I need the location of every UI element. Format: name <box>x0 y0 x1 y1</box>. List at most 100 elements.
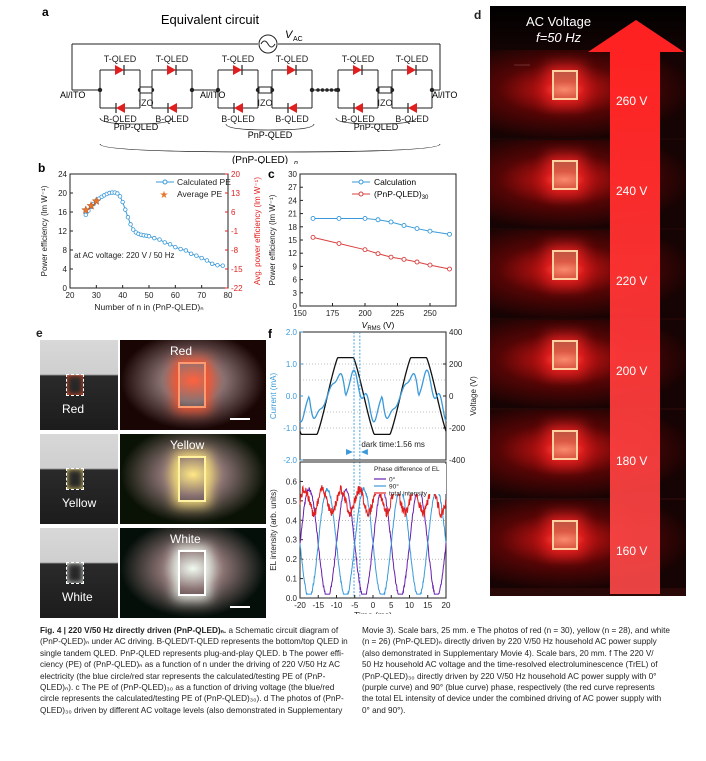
y-tick-label: 0.5 <box>286 497 298 506</box>
x-tick-label: 225 <box>391 309 405 318</box>
diode-icon <box>408 103 417 113</box>
y-tick-label: 4 <box>63 265 68 274</box>
izo-1-label: IZO <box>139 98 154 108</box>
y-tick-label: 18 <box>288 223 297 232</box>
data-point <box>388 219 394 225</box>
y-tick-label: 0.4 <box>286 516 298 525</box>
chart-f: f 2.01.00.0-1.0-2.04002000-200-400Curren… <box>268 327 478 620</box>
ellipsis-dot <box>329 88 334 92</box>
setup-photo: Red <box>40 340 118 430</box>
x-tick-label: -15 <box>312 601 324 610</box>
legend-marker <box>358 191 364 197</box>
device-photo-label: White <box>170 532 201 546</box>
y-right-tick-label: 20 <box>231 170 240 179</box>
y-right-tick-label: 6 <box>231 208 236 217</box>
voltage-label: 180 V <box>616 454 648 468</box>
panel-d-title: AC Voltage <box>526 14 592 29</box>
y-tick-label: 0 <box>293 302 298 311</box>
diode-icon <box>287 65 296 75</box>
data-point <box>336 241 342 246</box>
izo-3-label: IZO <box>378 98 393 108</box>
resistor-icon <box>378 86 392 94</box>
lamp-glow <box>178 550 206 596</box>
data-point <box>310 234 316 240</box>
diode-icon <box>353 65 362 75</box>
data-point <box>173 244 178 250</box>
y-tick-label: 0.2 <box>286 555 298 564</box>
y-tick-label: 20 <box>58 189 67 198</box>
device-photo-label: Yellow <box>170 438 205 452</box>
y-tick-label: 0.6 <box>286 477 298 486</box>
data-point <box>204 258 210 263</box>
y-tick-label: 27 <box>288 183 297 192</box>
data-point <box>188 251 194 256</box>
data-point <box>388 254 394 260</box>
x-tick-label: 60 <box>171 291 180 300</box>
caption-line: 0° and 90°). <box>362 705 406 715</box>
node-dot <box>189 87 195 93</box>
y-tick-label: 12 <box>58 227 67 236</box>
y-right-tick-label: 13 <box>231 189 240 198</box>
x-tick-label: -10 <box>331 601 343 610</box>
lamp-glow <box>552 520 578 550</box>
caption-left: Fig. 4 | 220 V/50 Hz directly driven (Pn… <box>40 625 356 716</box>
legend-label: Average PE <box>177 189 223 199</box>
voltage-label: 260 V <box>616 94 648 108</box>
data-point <box>194 253 199 258</box>
diode-icon <box>116 103 125 113</box>
y-right-tick-label: -1 <box>231 227 239 236</box>
y-tick-label: -1.0 <box>283 424 297 433</box>
t-qled-label: T-QLED <box>396 54 429 64</box>
dark-time-label: dark time:1.56 ms <box>361 440 425 449</box>
x-tick-label: 200 <box>358 309 372 318</box>
panel-c-letter: c <box>268 167 275 181</box>
al-ito-right: Al/ITO <box>432 90 457 100</box>
legend-star: ★ <box>160 190 169 201</box>
x-tick-label: 250 <box>423 309 437 318</box>
caption-line: circle represents the calculated/testing… <box>40 694 344 704</box>
x-tick-label: -5 <box>351 601 359 610</box>
caption-line: single tandem QLED. PnP-QLED represents … <box>40 648 344 658</box>
t-qled-label: T-QLED <box>156 54 189 64</box>
el-90-line <box>299 486 447 596</box>
lamp-glow <box>178 456 206 502</box>
caption-line: 50 Hz household AC voltage and the time-… <box>362 660 658 670</box>
voltage-arrow <box>588 20 684 594</box>
data-point <box>336 215 342 221</box>
device-highlight-box <box>66 468 84 490</box>
y-right-axis-label: Avg. power efficiency (lm W⁻¹) <box>253 177 262 285</box>
resistor-icon <box>258 86 272 94</box>
y-tick-label: 0 <box>63 284 68 293</box>
data-point <box>362 215 368 221</box>
x-tick-label: 0 <box>371 601 376 610</box>
legend-title: Phase difference of EL <box>374 466 440 473</box>
x-tick-label: 175 <box>326 309 340 318</box>
data-point <box>152 235 157 241</box>
pnp-n-sub: n <box>294 160 298 164</box>
arrow-icon <box>360 449 368 455</box>
panel-d-image: AC Voltage f=50 Hz 260 V 240 V 220 V 200 V 1… <box>490 6 686 596</box>
x-tick-label: 5 <box>389 601 394 610</box>
device-photo: Yellow <box>120 434 266 524</box>
pnp-label-3: PnP-QLED <box>354 122 399 132</box>
x-axis-label: VRMS (V) <box>362 320 395 330</box>
y-tick-label: 16 <box>58 208 67 217</box>
voltage-label: 160 V <box>616 544 648 558</box>
caption-line: ciency (PE) of (PnP-QLED)ₙ as a function… <box>40 660 340 670</box>
y-tick-label: 2.0 <box>286 328 298 337</box>
voltage-label: 220 V <box>616 274 648 288</box>
panel-d: d AC Voltage f=50 Hz 260 V 240 V 220 V 200 … <box>474 6 704 602</box>
lamp-glow <box>178 362 206 408</box>
ellipsis-dot <box>334 88 338 92</box>
y-tick-label: 15 <box>288 236 297 245</box>
node-dot <box>215 87 221 93</box>
source-sub: AC <box>293 36 303 43</box>
data-point <box>427 262 433 268</box>
y-axis-label: EL intensity (arb. units) <box>269 489 278 571</box>
y-tick-label: 0.0 <box>286 594 298 603</box>
source-label: V <box>285 29 294 41</box>
t-qled-label: T-QLED <box>276 54 309 64</box>
ellipsis-dot <box>320 88 325 92</box>
x-tick-label: 150 <box>293 309 307 318</box>
data-point <box>123 207 128 212</box>
